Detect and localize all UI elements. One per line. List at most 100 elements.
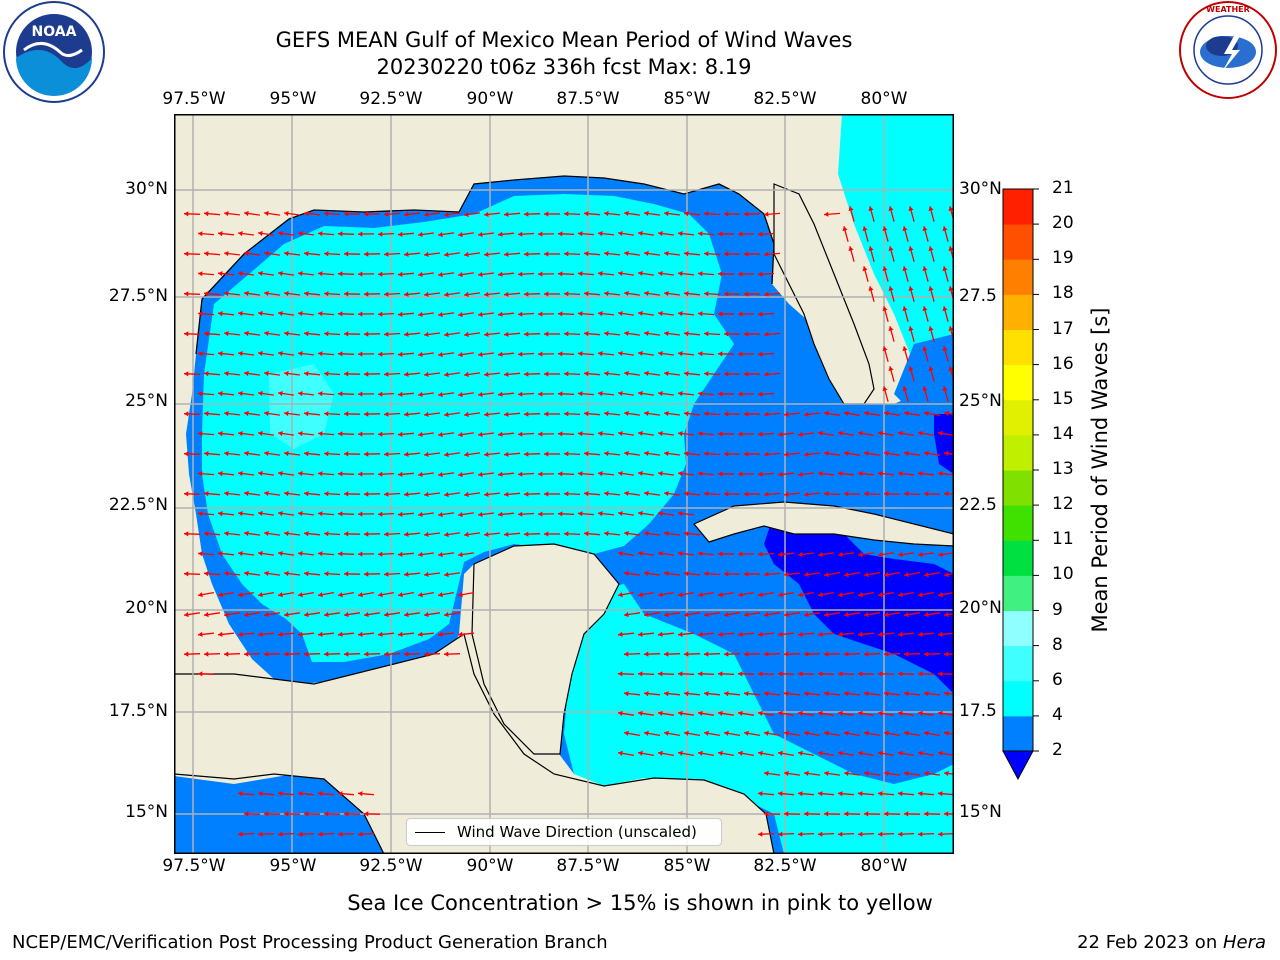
wave-arrow-head [758,351,763,357]
wave-arrow-head [924,651,929,657]
wave-arrow-head [718,471,723,477]
wave-arrow-head [204,411,209,417]
wave-arrow-head [758,710,763,716]
wave-arrow-head [678,710,683,716]
wave-arrow-head [518,431,523,437]
wave-arrow-head [784,491,789,497]
wave-arrow-head [238,351,243,357]
wave-arrow-head [304,531,309,537]
wave-arrow-head [364,531,369,537]
wave-arrow-head [898,631,903,637]
wave-arrow-head [424,571,429,577]
wave-arrow-head [564,411,569,417]
wave-arrow-head [438,272,443,278]
wave-arrow-head [338,311,343,317]
wave-arrow-head [804,612,809,618]
wave-arrow-head [644,530,649,536]
wave-arrow-head [384,291,389,297]
wave-arrow-head [524,531,529,537]
wave-arrow-head [878,592,883,598]
wave-arrow-head [244,570,249,577]
wave-arrow-head [464,291,469,298]
wave-arrow-head [364,451,369,457]
wave-arrow-head [344,331,349,337]
wave-arrow-head [824,410,829,416]
wave-arrow-head [948,246,954,252]
wave-arrow-head [404,491,409,497]
wave-arrow-head [738,710,743,716]
wave-arrow-head [878,552,883,558]
wave-arrow-head [718,231,723,237]
wave-arrow-head [918,471,923,477]
wave-arrow-head [928,326,934,332]
wave-arrow-head [848,246,854,252]
wave-arrow-head [324,612,329,618]
wave-arrow-head [198,311,203,317]
wave-arrow-head [264,410,269,416]
wave-arrow-head [824,811,829,817]
wave-arrow-head [198,551,203,557]
wave-arrow-head [524,331,529,337]
wave-arrow-head [478,231,483,237]
wave-arrow-head [878,631,883,637]
wave-arrow-head [918,430,923,436]
wave-arrow-head [758,431,763,437]
wave-arrow-head [524,411,529,417]
wave-arrow-head [358,231,363,237]
wave-arrow-head [908,366,914,372]
wave-arrow-head [858,750,863,756]
wave-arrow-head [884,410,889,416]
wave-arrow-head [324,251,329,257]
wave-arrow-head [888,246,894,252]
wave-arrow-head [578,471,583,477]
wave-arrow-head [184,531,189,537]
wave-arrow-head [844,730,849,736]
wave-arrow-head [498,511,503,517]
wave-arrow-head [304,371,309,377]
wave-arrow-head [504,491,509,497]
wave-arrow-head [804,411,809,417]
lat-tick-left: 30°N [125,179,168,199]
wave-arrow-head [258,592,263,598]
wave-arrow-head [498,471,503,477]
wave-arrow-head [842,226,848,232]
wave-arrow-head [764,451,769,457]
wave-arrow-head [938,631,943,637]
wave-arrow-head [204,371,209,377]
wave-arrow-head [498,351,503,357]
wave-arrow-head [378,351,383,357]
wave-arrow-head [464,251,469,258]
wave-arrow-head [278,351,283,357]
wave-arrow-head [624,612,629,618]
wave-arrow-head [444,532,449,538]
wave-arrow-head [224,411,229,417]
wave-arrow-head [738,391,743,397]
wave-arrow-head [644,250,649,256]
wave-arrow-head [424,211,429,217]
wave-arrow-head [458,512,463,518]
wave-arrow-head [684,691,689,697]
wave-arrow-head [264,210,269,216]
wave-arrow-head [484,491,489,497]
wave-arrow-head [818,552,823,558]
wave-arrow-head [904,410,909,416]
wave-arrow-head [558,231,563,237]
lon-tick-bottom: 97.5°W [162,856,226,876]
wave-arrow-head [604,331,609,337]
wave-arrow-head [458,232,463,238]
wave-arrow-head [764,651,769,657]
wave-arrow-head [924,491,929,497]
wave-arrow-head [684,411,689,417]
wave-arrow-head [244,210,249,217]
wave-arrow-head [444,292,449,298]
wave-arrow-head [364,411,369,417]
wave-arrow-head [758,592,763,598]
wave-arrow-head [298,551,303,557]
wave-arrow-head [198,391,203,397]
wave-arrow-head [544,331,549,337]
wave-arrow-head [864,811,869,817]
wave-arrow-head [882,226,888,232]
wave-arrow-head [364,571,369,577]
legend-line-sample [415,831,445,833]
wave-arrow-head [644,290,649,296]
